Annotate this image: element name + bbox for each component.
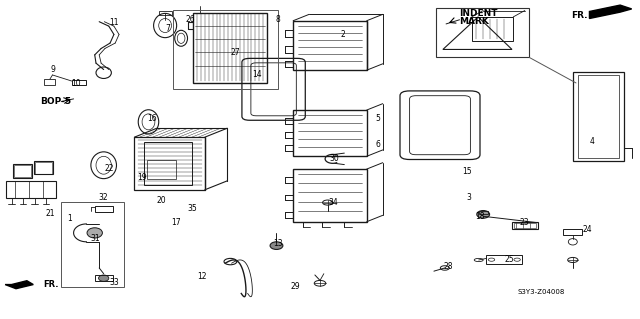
Bar <box>35 162 52 174</box>
Polygon shape <box>589 5 632 19</box>
Text: 28: 28 <box>444 262 452 271</box>
Bar <box>293 21 367 70</box>
Text: 16: 16 <box>147 114 157 123</box>
Text: 14: 14 <box>252 70 262 78</box>
Bar <box>436 8 529 57</box>
Text: 35: 35 <box>187 204 197 213</box>
Text: BOP-5: BOP-5 <box>40 97 71 106</box>
Bar <box>34 161 53 174</box>
Text: S3Y3-Z04008: S3Y3-Z04008 <box>517 289 564 295</box>
Bar <box>514 223 536 228</box>
Text: 24: 24 <box>582 225 593 234</box>
Polygon shape <box>5 281 33 289</box>
Text: 21: 21 <box>45 209 54 218</box>
Bar <box>486 255 522 264</box>
Ellipse shape <box>270 242 283 249</box>
Bar <box>14 165 31 177</box>
Bar <box>293 169 367 222</box>
Text: 2: 2 <box>340 30 345 39</box>
Text: 3: 3 <box>466 193 471 202</box>
Bar <box>159 11 172 15</box>
Bar <box>95 206 113 212</box>
Bar <box>6 181 56 198</box>
Text: 23: 23 <box>520 218 530 227</box>
Text: 11: 11 <box>109 18 118 27</box>
Text: 17: 17 <box>171 218 181 227</box>
Text: 5: 5 <box>375 114 380 123</box>
Bar <box>147 160 176 179</box>
Text: FR.: FR. <box>44 280 59 289</box>
Text: 7: 7 <box>165 24 170 33</box>
Text: 25: 25 <box>504 256 515 264</box>
Text: 30: 30 <box>329 154 339 163</box>
Text: 32: 32 <box>99 193 109 202</box>
Bar <box>573 72 624 161</box>
Bar <box>72 80 86 85</box>
Text: 6: 6 <box>375 140 380 149</box>
Text: 20: 20 <box>156 196 166 205</box>
Text: 19: 19 <box>137 173 147 182</box>
Bar <box>95 275 113 281</box>
Ellipse shape <box>477 211 490 218</box>
Bar <box>563 229 582 235</box>
Text: 1: 1 <box>67 214 72 223</box>
Bar <box>173 10 278 89</box>
Text: 22: 22 <box>104 164 113 173</box>
Text: INDENT: INDENT <box>460 9 498 18</box>
Bar <box>13 164 32 178</box>
Text: 12: 12 <box>198 272 207 281</box>
Text: 15: 15 <box>462 167 472 176</box>
Text: 34: 34 <box>328 198 338 207</box>
Bar <box>193 13 267 83</box>
Bar <box>293 110 367 156</box>
Text: 29: 29 <box>291 282 301 291</box>
Text: 8: 8 <box>275 15 280 24</box>
Text: 27: 27 <box>230 48 241 57</box>
Text: 13: 13 <box>273 239 283 248</box>
Bar <box>479 211 488 214</box>
Text: 10: 10 <box>70 79 81 88</box>
Bar <box>472 17 513 41</box>
Text: 26: 26 <box>186 15 196 24</box>
Text: FR.: FR. <box>571 11 588 20</box>
Bar <box>61 202 124 287</box>
Text: MARK: MARK <box>460 17 490 26</box>
Text: 33: 33 <box>109 278 119 287</box>
Bar <box>144 142 192 185</box>
Ellipse shape <box>99 275 109 281</box>
Text: 9: 9 <box>51 65 56 74</box>
Bar <box>512 222 538 229</box>
Bar <box>134 137 205 190</box>
Ellipse shape <box>87 228 102 238</box>
Bar <box>578 75 619 158</box>
Bar <box>44 79 55 85</box>
Text: 31: 31 <box>90 234 100 243</box>
Text: 18: 18 <box>476 212 484 221</box>
Text: 4: 4 <box>589 137 595 146</box>
